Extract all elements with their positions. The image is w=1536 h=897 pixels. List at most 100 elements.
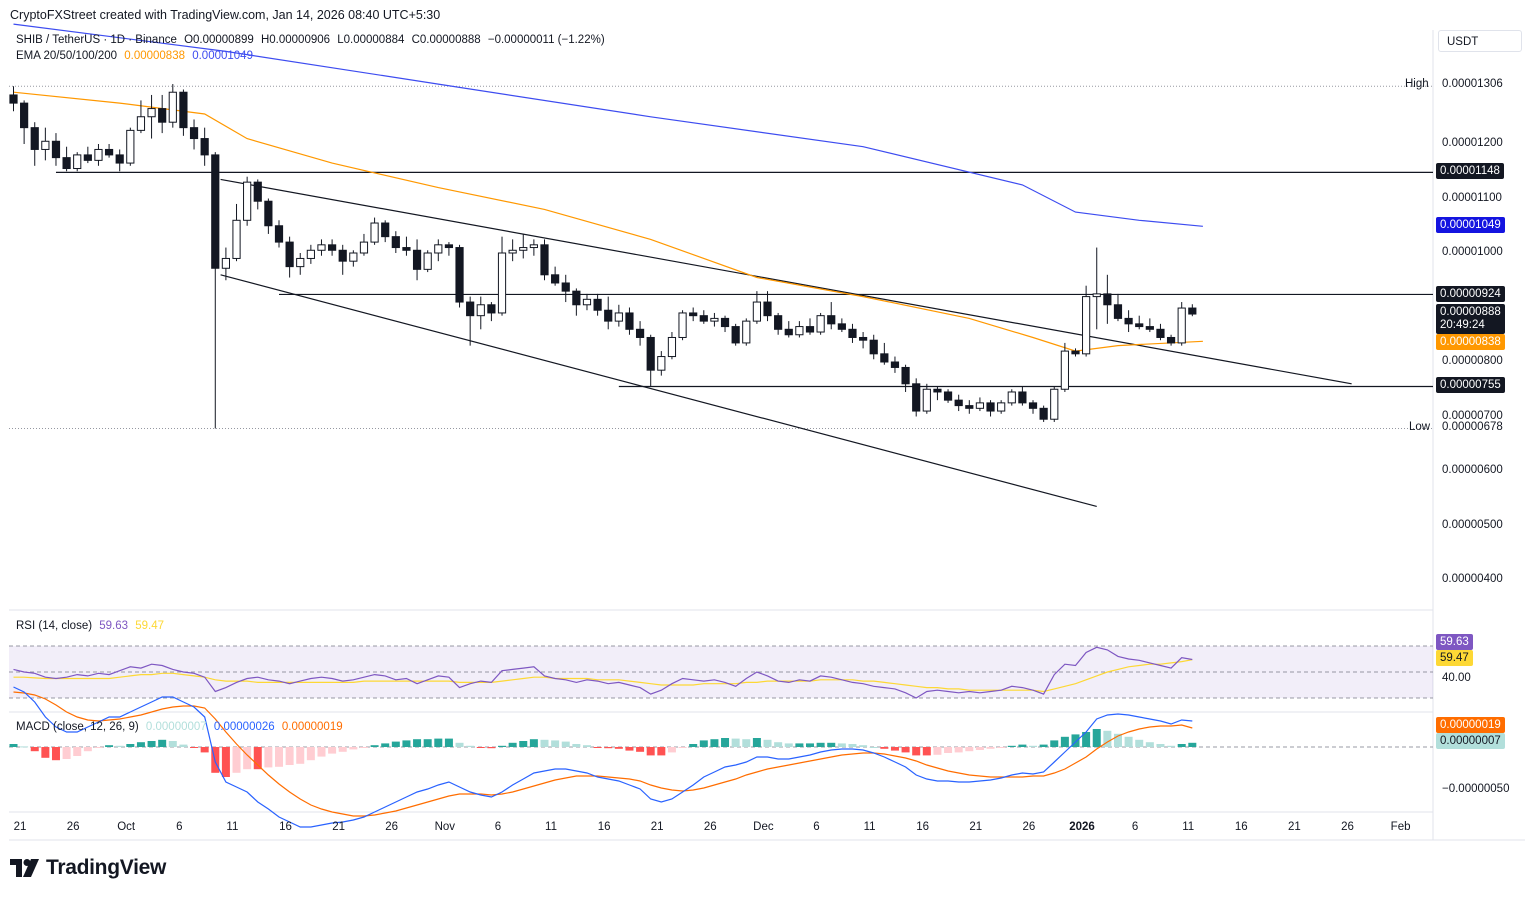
candle-body [572,290,581,306]
candle-body [211,154,220,269]
candle-body [1007,391,1016,404]
candle-body [104,148,114,156]
time-tick-label: Nov [434,821,456,833]
candle-body [508,249,517,254]
macd-histogram-bar [954,747,963,753]
macd-histogram-bar [306,747,315,761]
candle [678,310,687,341]
candle [1135,315,1144,330]
time-tick-label: 26 [66,821,80,833]
candle-body [115,154,124,164]
macd-histogram-bar [168,741,177,747]
candle [635,321,645,346]
price-tick-label: 0.00000400 [1442,573,1503,585]
candle-body [604,309,613,322]
candle [200,127,209,166]
candle [604,296,613,330]
candle [30,122,39,166]
macd-histogram-bar [774,742,783,747]
candle [1177,302,1186,346]
candle [1050,386,1059,422]
candle-body [1071,350,1080,355]
candle-body [837,323,846,330]
candle-body [487,304,496,314]
candle-body [519,247,528,251]
macd-histogram-bar [721,738,730,747]
candle-body [444,244,454,249]
candle [349,250,358,267]
candle-body [975,402,985,409]
close-value: C0.00000888 [411,34,481,46]
macd-histogram-bar [370,745,379,747]
macd-label: MACD (close, 12, 26, 9) [16,721,139,733]
candle-body [1135,323,1144,328]
macd-histogram-bar [784,743,793,747]
candle [455,244,464,308]
candle-body [306,249,315,259]
candle-body [551,274,560,284]
candle-body [1050,388,1059,420]
candle [51,133,61,166]
candle [126,127,135,166]
candle [763,291,772,322]
macd-histogram-bar [413,739,422,747]
rsi-ma-badge: 59.47 [1436,650,1473,666]
time-tick-label: Oct [117,821,136,833]
candle-body [625,312,634,330]
candle-body [827,315,836,325]
candle-body [20,102,29,129]
macd-histogram-bar [434,738,443,747]
macd-histogram-bar [572,744,581,747]
candle-body [9,94,18,104]
candle [742,318,751,346]
time-tick-label: 16 [279,821,292,833]
candle [476,296,485,330]
macd-histogram-bar [922,747,931,756]
macd-histogram-bar [94,747,103,748]
candle [94,144,103,166]
currency-button[interactable]: USDT [1438,30,1522,52]
candle [646,334,655,387]
macd-histogram-bar [455,742,464,747]
candle [614,304,623,327]
candle-body [1177,307,1186,344]
candle-body [476,304,485,317]
macd-signal-line [13,691,1193,817]
candle-body [890,361,900,368]
macd-histogram-bar [200,747,209,753]
candle-body [954,399,963,407]
ema-50-badge: 0.00000838 [1436,334,1505,350]
macd-histogram-bar [667,747,676,753]
candle-body [657,356,666,371]
candle [62,146,71,172]
candle-body [391,236,400,249]
candle-body [274,225,284,243]
candle [922,383,931,414]
candle [986,400,995,417]
candle-body [434,244,443,254]
price-tick-label: 0.00000600 [1442,464,1503,476]
macd-histogram-bar [997,747,1006,748]
candle [593,293,602,316]
macd-histogram-bar [232,747,241,773]
trendline-1 [220,274,1097,508]
candle [189,119,199,150]
rsi-ma-line [13,659,1193,693]
macd-histogram-bar [359,747,368,748]
macd-histogram-bar [1177,744,1186,747]
candle-body [731,326,740,344]
macd-histogram-bar [1167,745,1176,747]
candle [1156,323,1165,341]
candle-body [774,315,783,330]
candle [551,266,560,286]
candle-body [264,200,273,227]
candle-body [41,140,50,150]
rsi-header: RSI (14, close) 59.63 59.47 [16,620,168,632]
candle-body [189,127,199,140]
candle-body [582,298,592,306]
candle-body [243,181,252,221]
candle-body [381,222,390,238]
macd-histogram-bar [1103,730,1112,747]
macd-histogram-bar [1113,733,1122,747]
